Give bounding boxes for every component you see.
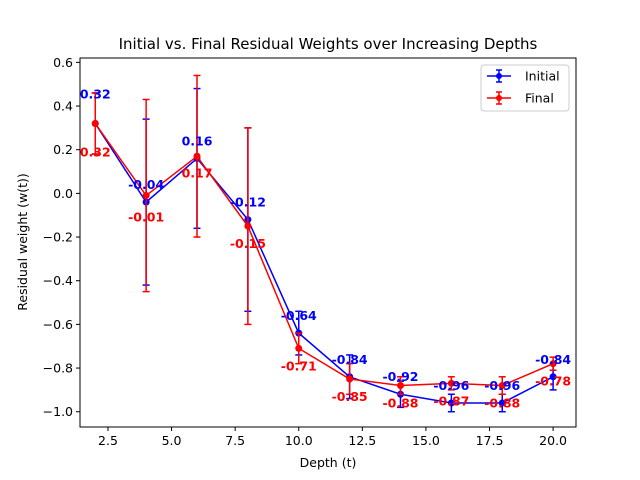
series-line-initial [94, 123, 554, 404]
plot-frame [79, 57, 577, 428]
data-point-final [498, 382, 506, 390]
y-tick-label: −1.0 [43, 404, 73, 419]
data-label-initial: -0.96 [484, 378, 520, 393]
data-point-final [549, 360, 557, 368]
legend-label-final: Final [525, 91, 554, 106]
y-tick-label: 0.0 [53, 186, 73, 201]
series-final [91, 74, 557, 395]
x-tick-label: 20.0 [539, 433, 567, 448]
y-tick-label: −0.6 [43, 317, 73, 332]
x-tick-label: 12.5 [348, 433, 376, 448]
y-tick-label: −0.2 [43, 230, 73, 245]
legend: Initial Final [480, 64, 570, 112]
y-axis-label: Residual weight (w(t)) [15, 173, 30, 311]
data-label-final: -0.71 [281, 358, 317, 373]
data-point-initial [447, 399, 455, 407]
axes: 2.5 5.0 7.5 10.0 12.5 15.0 17.5 20.0 −1.0 −0.8 −0.… [43, 55, 567, 448]
y-tick-label: 0.2 [53, 142, 73, 157]
data-label-initial: -0.64 [281, 308, 317, 323]
x-tick-label: 17.5 [476, 433, 504, 448]
data-point-initial [549, 373, 557, 381]
y-tick-label: −0.4 [43, 273, 73, 288]
data-label-initial: -0.04 [128, 177, 164, 192]
data-label-final: 0.17 [182, 165, 213, 180]
x-tick-label: 15.0 [412, 433, 440, 448]
x-axis-label: Depth (t) [300, 455, 357, 470]
data-label-initial: -0.84 [535, 352, 571, 367]
data-label-final: -0.85 [332, 389, 368, 404]
data-point-final [193, 152, 201, 160]
data-label-final: -0.15 [230, 236, 266, 251]
data-label-final: 0.32 [80, 145, 111, 160]
data-label-final: -0.88 [484, 396, 520, 411]
legend-marker-initial [496, 73, 502, 79]
data-point-final [447, 379, 455, 387]
data-label-initial: -0.12 [230, 195, 266, 210]
chart-title: Initial vs. Final Residual Weights over … [119, 35, 538, 53]
data-label-final: -0.87 [433, 393, 469, 408]
legend-marker-final [496, 95, 502, 101]
series-line-final [94, 123, 554, 387]
data-label-initial: -0.96 [433, 378, 469, 393]
data-labels: 0.32-0.040.16-0.12-0.64-0.84-0.92-0.96 -0… [80, 87, 572, 411]
x-tick-label: 10.0 [285, 433, 313, 448]
x-tick-label: 2.5 [98, 433, 118, 448]
data-label-initial: -0.84 [332, 352, 368, 367]
data-point-final [396, 382, 404, 390]
data-point-final [346, 375, 354, 383]
data-label-initial: 0.16 [182, 133, 213, 148]
data-label-final: -0.01 [128, 210, 164, 225]
data-label-initial: -0.92 [382, 369, 418, 384]
plot-area: 0.32-0.040.16-0.12-0.64-0.84-0.92-0.96 -0… [80, 74, 572, 413]
data-point-final [142, 192, 150, 200]
data-point-final [244, 222, 252, 230]
x-tick-label: 7.5 [225, 433, 245, 448]
data-label-initial: 0.32 [80, 87, 111, 102]
legend-label-initial: Initial [525, 69, 560, 84]
data-point-initial [498, 399, 506, 407]
x-tick-label: 5.0 [162, 433, 182, 448]
y-tick-label: 0.6 [53, 55, 73, 70]
data-point-final [91, 120, 99, 128]
data-point-final [295, 344, 303, 352]
data-label-final: -0.78 [535, 374, 571, 389]
y-tick-label: 0.4 [53, 99, 73, 114]
data-label-final: -0.88 [382, 396, 418, 411]
y-tick-label: −0.8 [43, 361, 73, 376]
